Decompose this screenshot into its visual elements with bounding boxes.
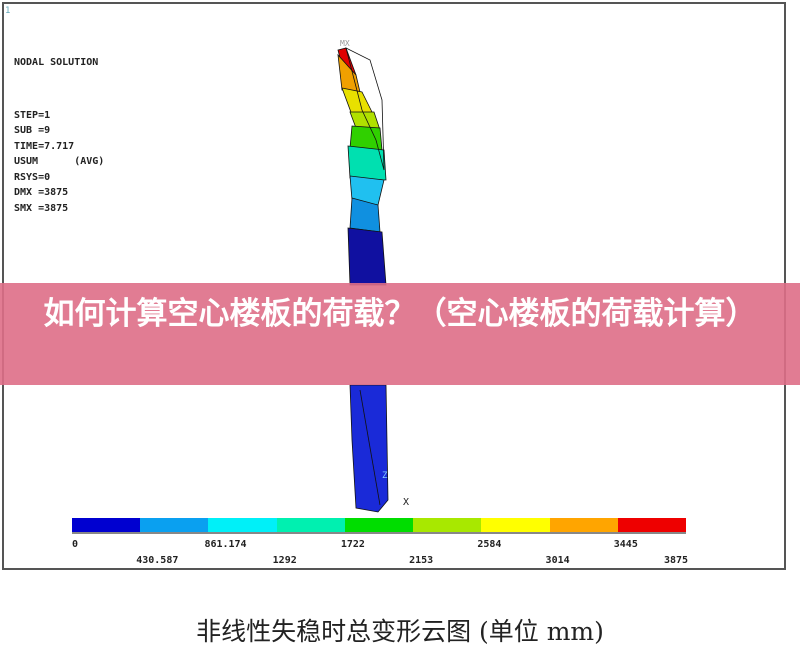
segment-blue-lower [349, 384, 389, 513]
legend-tick: 3014 [545, 555, 570, 566]
legend-tick: 430.587 [136, 555, 179, 566]
legend-tick: 0 [72, 539, 79, 550]
label-mx: MX [340, 39, 350, 48]
info-line: RSYS=0 [14, 171, 51, 183]
legend-swatch [72, 518, 141, 532]
legend-swatch [617, 518, 686, 532]
legend-swatch [549, 518, 618, 532]
segment-teal [347, 145, 387, 181]
legend-swatch [276, 518, 345, 532]
legend-tick: 861.174 [204, 539, 247, 550]
window-number: 1 [5, 6, 11, 16]
info-line: STEP=1 [14, 109, 51, 121]
color-legend [72, 518, 686, 534]
banner-title: 如何计算空心楼板的荷载？（空心楼板的荷载计算） [43, 296, 757, 332]
legend-swatch [481, 518, 550, 532]
info-line: DMX =3875 [14, 187, 69, 198]
label-z: Z [382, 471, 388, 481]
legend-tick: 3445 [613, 539, 638, 550]
legend-tick: 1292 [272, 555, 297, 566]
legend-swatch [208, 518, 277, 532]
info-line: SMX =3875 [14, 202, 69, 214]
label-x: X [403, 497, 409, 508]
legend-swatch [140, 518, 209, 532]
figure-caption: 非线性失稳时总变形云图 (单位 mm) [196, 617, 604, 646]
solution-info: NODAL SOLUTION STEP=1 SUB =9 TIME=7.717 USU… [14, 24, 104, 232]
legend-swatch [413, 518, 482, 532]
info-line: TIME=7.717 [14, 140, 75, 152]
legend-swatch [344, 518, 414, 532]
legend-tick: 2153 [409, 555, 434, 566]
solution-title: NODAL SOLUTION [14, 57, 99, 68]
title-banner: 如何计算空心楼板的荷载？（空心楼板的荷载计算） [0, 283, 800, 385]
segment-darkblue [347, 227, 387, 286]
legend-tick: 1722 [340, 539, 365, 550]
legend-tick: 3875 [664, 555, 689, 566]
info-line: SUB =9 [14, 125, 51, 136]
info-line: USUM (AVG) [14, 156, 105, 167]
wireframe-top [345, 47, 385, 171]
legend-tick: 2584 [477, 539, 502, 550]
